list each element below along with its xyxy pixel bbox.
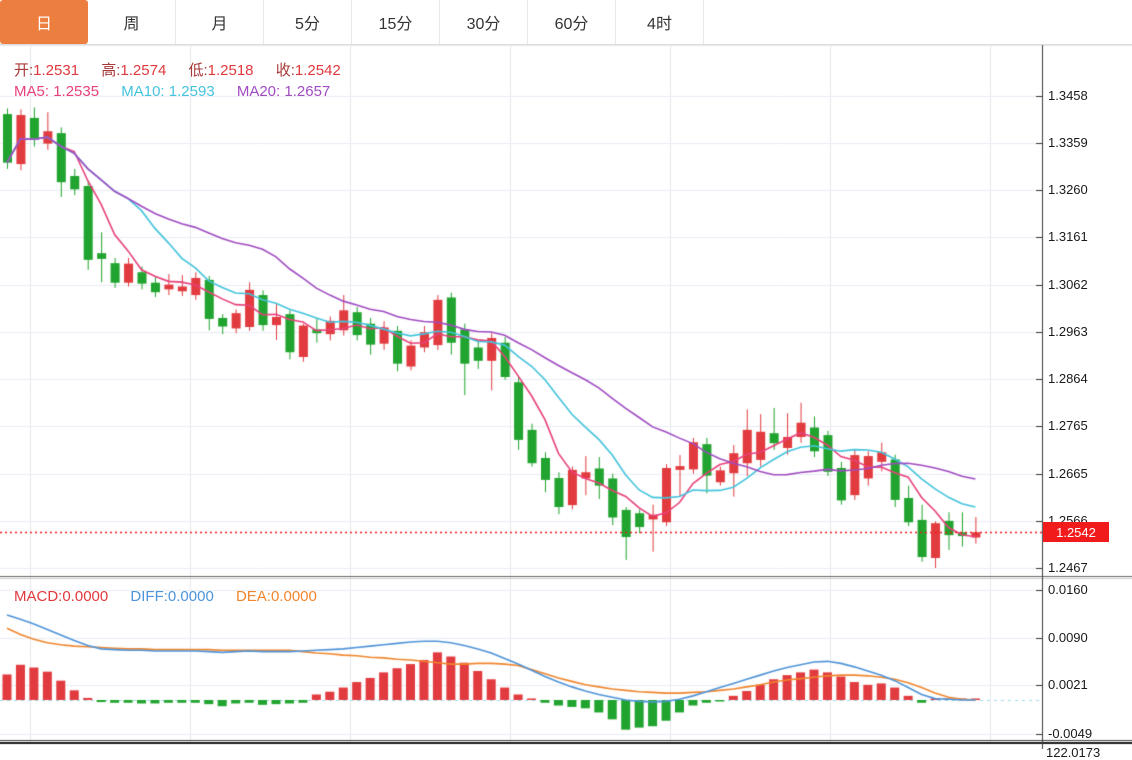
open-value: 开:1.2531 [14, 62, 80, 79]
tab-monthly[interactable]: 月 [176, 0, 264, 44]
ohlc-legend: 开:1.2531 高:1.2574 低:1.2518 收:1.2542 [14, 59, 359, 80]
low-value: 低:1.2518 [188, 62, 254, 79]
current-price-badge: 1.2542 [1043, 522, 1109, 542]
timeframe-tab-bar: 日 周 月 5分 15分 30分 60分 4时 [0, 0, 1132, 45]
clipped-axis-label: 122.0173 [1046, 745, 1101, 760]
ma10-value: MA10: 1.2593 [121, 83, 215, 100]
tab-4hour[interactable]: 4时 [616, 0, 704, 44]
close-value: 收:1.2542 [275, 62, 341, 79]
tab-weekly[interactable]: 周 [88, 0, 176, 44]
tab-30min[interactable]: 30分 [440, 0, 528, 44]
tab-15min[interactable]: 15分 [352, 0, 440, 44]
dea-value: DEA:0.0000 [235, 588, 317, 605]
macd-legend: MACD:0.0000 DIFF:0.0000 DEA:0.0000 [14, 588, 335, 605]
tab-daily[interactable]: 日 [0, 0, 88, 44]
macd-value: MACD:0.0000 [14, 588, 109, 605]
ma20-value: MA20: 1.2657 [236, 83, 331, 100]
ma5-value: MA5: 1.2535 [14, 83, 100, 100]
tab-5min[interactable]: 5分 [264, 0, 352, 44]
high-value: 高:1.2574 [101, 62, 167, 79]
diff-value: DIFF:0.0000 [130, 588, 214, 605]
tab-60min[interactable]: 60分 [528, 0, 616, 44]
ma-legend: MA5: 1.2535 MA10: 1.2593 MA20: 1.2657 [14, 83, 348, 100]
